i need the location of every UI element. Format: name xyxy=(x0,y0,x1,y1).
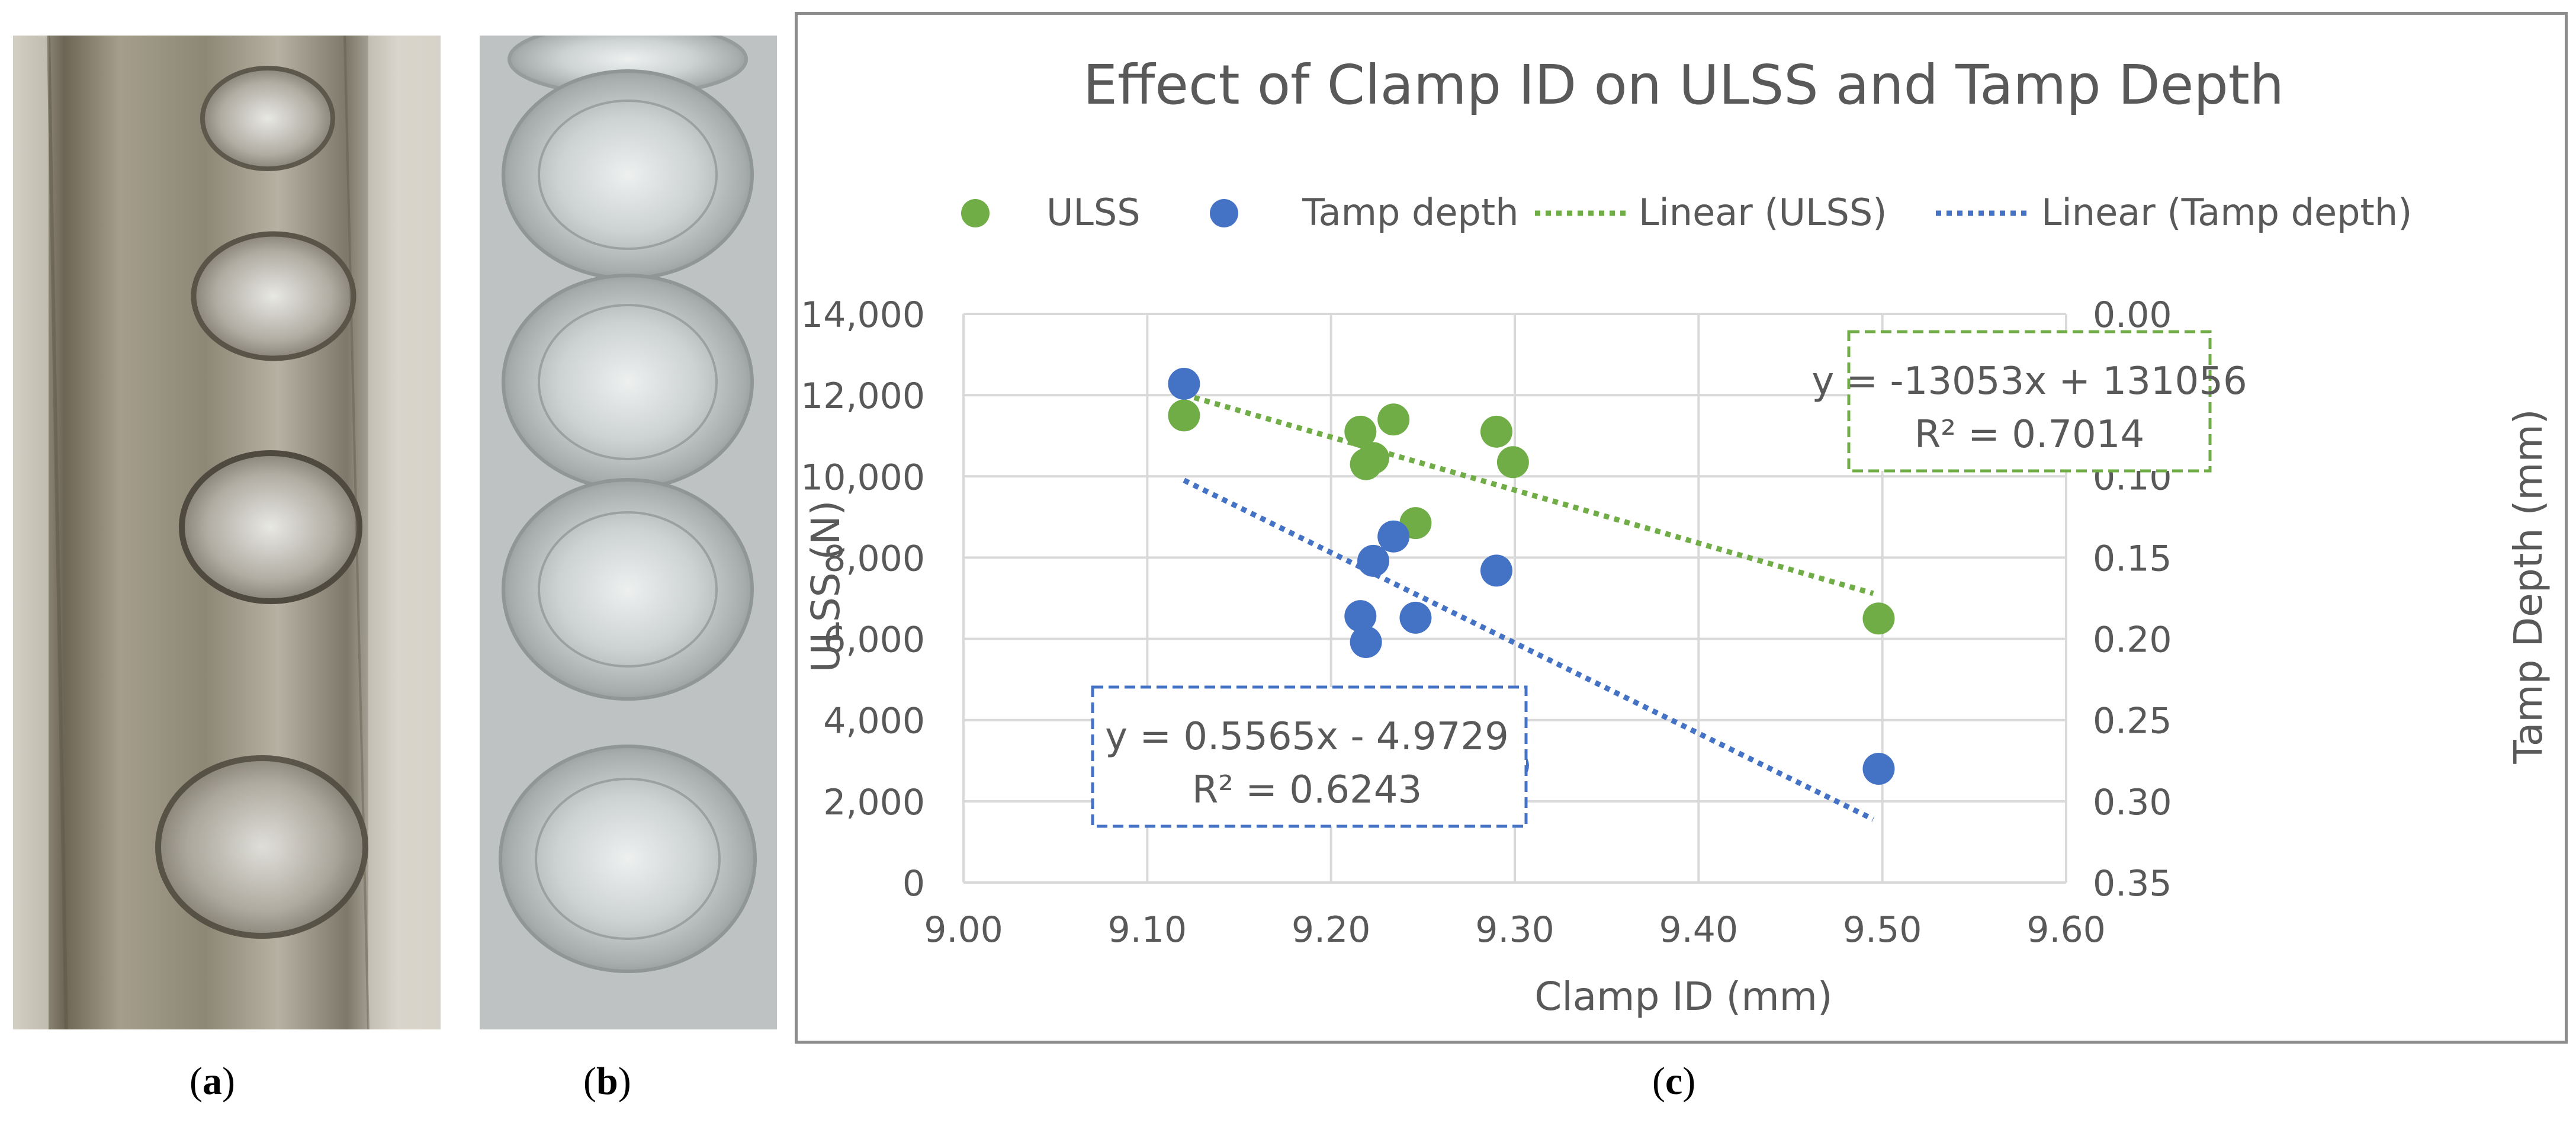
y2-tick-label: 0.25 xyxy=(2093,701,2172,742)
panel-label-b: (b) xyxy=(583,1060,631,1103)
tamp-depth-point xyxy=(1168,367,1200,400)
tamp-trendline xyxy=(1183,477,1875,822)
photo-a-channel xyxy=(13,36,441,1029)
y2-tick-label: 0.15 xyxy=(2093,538,2172,579)
x-tick-label: 9.00 xyxy=(924,909,1003,951)
y2-tick-label: 0.35 xyxy=(2093,863,2172,904)
y-axis-label: ULSS (N) xyxy=(803,500,849,673)
tamp-depth-point xyxy=(1344,600,1377,633)
ulss-trendline xyxy=(1183,392,1874,596)
y-tick-label: 10,000 xyxy=(801,457,925,498)
ulss-point xyxy=(1377,403,1410,436)
scatter-chart: 0 2,000 4,000 6,000 8,000 10,000 12,000 14,000 0… xyxy=(801,53,2551,1019)
x-tick-label: 9.10 xyxy=(1108,909,1187,951)
tamp-depth-point xyxy=(1862,753,1895,785)
ulss-point xyxy=(1496,446,1529,479)
chart-title: Effect of Clamp ID on ULSS and Tamp Dept… xyxy=(1083,53,2284,117)
y-tick-label: 14,000 xyxy=(801,294,925,336)
tamp-depth-point xyxy=(1377,520,1410,553)
tamp-depth-point xyxy=(1480,554,1512,587)
tamp-depth-point xyxy=(1399,601,1432,634)
legend-tamp-label: Tamp depth xyxy=(1302,191,1519,234)
x-tick-label: 9.40 xyxy=(1659,909,1739,951)
ulss-point xyxy=(1862,602,1895,635)
tamp-equation-border xyxy=(1091,685,1528,828)
tamp-r2-text: R² = 0.6243 xyxy=(1192,768,1422,812)
ulss-equation-border xyxy=(1847,330,2212,473)
clinch-photo-illustration xyxy=(480,36,777,1029)
channel-photo-illustration xyxy=(13,36,441,1029)
y-tick-label: 0 xyxy=(902,863,925,904)
tamp-equation-text: y = 0.5565x - 4.9729 xyxy=(1105,715,1509,759)
legend-ulss-marker xyxy=(961,199,990,227)
tamp-depth-point xyxy=(1357,544,1390,577)
tamp-depth-point xyxy=(1350,626,1382,659)
legend-ulss-label: ULSS xyxy=(1046,191,1141,234)
y2-tick-label: 0.30 xyxy=(2093,782,2172,823)
y-tick-label: 12,000 xyxy=(801,376,925,417)
x-tick-label: 9.30 xyxy=(1475,909,1554,951)
panel-label-a: (a) xyxy=(189,1060,235,1103)
ulss-point xyxy=(1168,399,1200,432)
y-tick-label: 4,000 xyxy=(823,701,925,742)
legend: ULSS Tamp depth Linear (ULSS) Linear (Ta… xyxy=(961,191,2412,234)
axes: 0 2,000 4,000 6,000 8,000 10,000 12,000 14,000 0… xyxy=(801,294,2172,951)
ulss-r2-text: R² = 0.7014 xyxy=(1915,413,2144,457)
ulss-equation-text: y = -13053x + 131056 xyxy=(1811,360,2247,403)
y2-tick-label: 0.20 xyxy=(2093,620,2172,661)
data-points xyxy=(1168,367,1895,785)
x-axis-label: Clamp ID (mm) xyxy=(1534,974,1832,1019)
x-tick-label: 9.60 xyxy=(2026,909,2106,951)
y-tick-label: 6,000 xyxy=(823,620,925,661)
legend-tamp-trend-label: Linear (Tamp depth) xyxy=(2041,191,2412,234)
panel-label-c: (c) xyxy=(1652,1060,1696,1103)
legend-ulss-trend-label: Linear (ULSS) xyxy=(1639,191,1887,234)
ulss-equation-box: y = -13053x + 131056 R² = 0.7014 xyxy=(1811,330,2247,473)
trendlines xyxy=(1183,392,1875,822)
x-tick-label: 9.50 xyxy=(1843,909,1922,951)
x-tick-label: 9.20 xyxy=(1292,909,1371,951)
y-tick-label: 2,000 xyxy=(823,782,925,823)
y2-axis-label: Tamp Depth (mm) xyxy=(2506,409,2551,764)
chart-frame: 0 2,000 4,000 6,000 8,000 10,000 12,000 14,000 0… xyxy=(795,12,2568,1044)
tamp-equation-box: y = 0.5565x - 4.9729 R² = 0.6243 xyxy=(1091,685,1528,828)
photo-b-clinch-buttons xyxy=(480,36,777,1029)
ulss-point xyxy=(1344,415,1377,448)
y2-tick-label: 0.00 xyxy=(2093,294,2172,336)
ulss-point xyxy=(1357,442,1390,474)
ulss-point xyxy=(1480,415,1512,448)
legend-tamp-marker xyxy=(1210,199,1238,227)
y-tick-label: 8,000 xyxy=(823,538,925,579)
